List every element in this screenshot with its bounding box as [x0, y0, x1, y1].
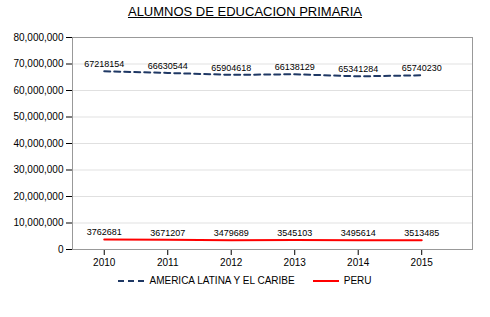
svg-text:2014: 2014 [347, 257, 370, 268]
svg-text:2012: 2012 [220, 257, 243, 268]
svg-text:2013: 2013 [284, 257, 307, 268]
svg-text:3495614: 3495614 [341, 228, 376, 238]
svg-text:65341284: 65341284 [338, 64, 378, 74]
svg-text:80,000,000: 80,000,000 [13, 32, 63, 43]
svg-text:2011: 2011 [157, 257, 179, 268]
svg-text:67218154: 67218154 [84, 59, 124, 69]
svg-text:2015: 2015 [411, 257, 434, 268]
svg-text:0: 0 [58, 244, 64, 255]
svg-text:65904618: 65904618 [211, 63, 251, 73]
svg-text:66138129: 66138129 [275, 62, 315, 72]
html-text:AMERICA LATINA Y EL CARIBE: AMERICA LATINA Y EL CARIBE [149, 275, 295, 286]
svg-text:30,000,000: 30,000,000 [13, 164, 63, 175]
html-text:ALUMNOS DE EDUCACION PRIMARIA: ALUMNOS DE EDUCACION PRIMARIA [128, 4, 362, 19]
svg-text:3545103: 3545103 [277, 228, 312, 238]
svg-text:3762681: 3762681 [87, 227, 122, 237]
svg-text:60,000,000: 60,000,000 [13, 85, 63, 96]
svg-text:70,000,000: 70,000,000 [13, 58, 63, 69]
svg-text:3479689: 3479689 [214, 228, 249, 238]
html-text:PERU: PERU [343, 275, 372, 286]
svg-text:2010: 2010 [93, 257, 116, 268]
svg-text:66630544: 66630544 [148, 61, 188, 71]
svg-text:40,000,000: 40,000,000 [13, 138, 63, 149]
svg-text:3671207: 3671207 [150, 228, 185, 238]
svg-text:65740230: 65740230 [402, 63, 442, 73]
svg-text:50,000,000: 50,000,000 [13, 111, 63, 122]
svg-text:3513485: 3513485 [404, 228, 439, 238]
svg-text:20,000,000: 20,000,000 [13, 191, 63, 202]
svg-text:10,000,000: 10,000,000 [13, 217, 63, 228]
